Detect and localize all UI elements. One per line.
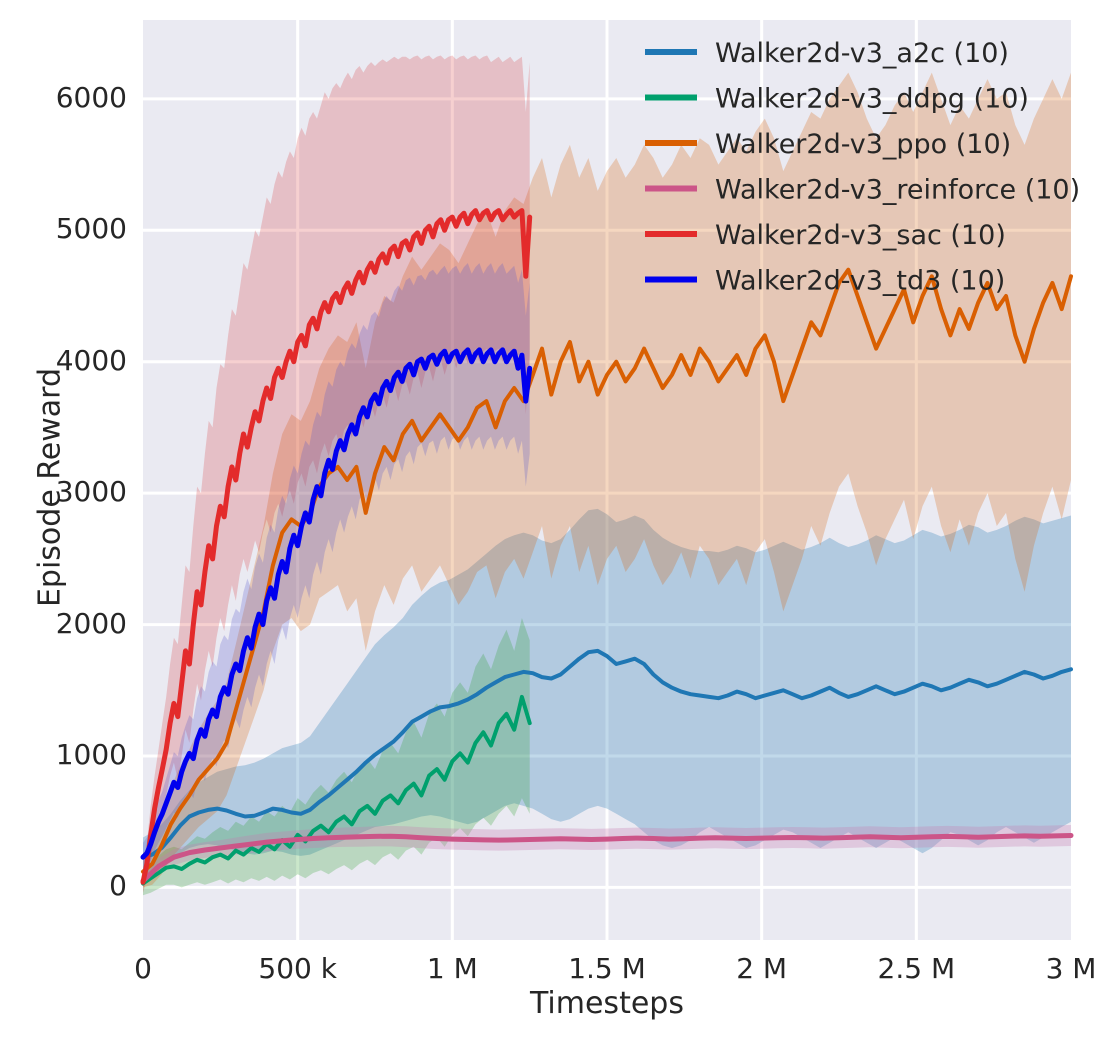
y-tick-6: 6000 (55, 80, 127, 114)
line-0 (141, 648, 1073, 860)
x-tick-2: 1 M (426, 952, 478, 985)
band-4 (143, 55, 530, 893)
line-4 (140, 208, 533, 885)
y-tick-1: 1000 (55, 738, 127, 771)
y-tick-5: 5000 (55, 212, 127, 246)
line-3 (140, 833, 1074, 884)
legend-label-3: Walker2d-v3_reinforce (10) (715, 175, 1080, 206)
x-tick-4: 2 M (736, 952, 788, 985)
grid-lines (143, 20, 1071, 940)
legend-label-4: Walker2d-v3_sac (10) (715, 220, 1006, 251)
x-tick-6: 3 M (1045, 952, 1097, 985)
band-2 (143, 72, 1071, 888)
line-1 (141, 694, 532, 886)
legend[interactable]: Walker2d-v3_a2c (10) Walker2d-v3_ddpg (10… (645, 38, 1080, 297)
x-tick-1: 500 k (258, 952, 337, 985)
confidence-bands (143, 55, 1071, 896)
legend-label-0: Walker2d-v3_a2c (10) (715, 38, 1009, 69)
band-0 (143, 508, 1071, 875)
x-axis-label: Timesteps (530, 986, 684, 1021)
legend-label-5: Walker2d-v3_td3 (10) (715, 266, 1005, 297)
legend-label-2: Walker2d-v3_ppo (10) (715, 129, 1011, 160)
x-tick-3: 1.5 M (568, 952, 646, 985)
band-1 (143, 618, 530, 896)
series-lines (140, 208, 1074, 886)
line-5 (140, 347, 533, 860)
band-5 (143, 263, 530, 872)
y-tick-4: 4000 (55, 343, 127, 377)
x-tick-5: 2.5 M (877, 952, 956, 985)
line-2 (141, 267, 1073, 874)
y-tick-2: 2000 (55, 606, 127, 640)
y-tick-3: 3000 (55, 475, 127, 509)
y-tick-0: 0 (109, 869, 127, 903)
x-tick-0: 0 (134, 952, 152, 985)
band-3 (143, 825, 1071, 887)
legend-label-1: Walker2d-v3_ddpg (10) (715, 84, 1029, 115)
